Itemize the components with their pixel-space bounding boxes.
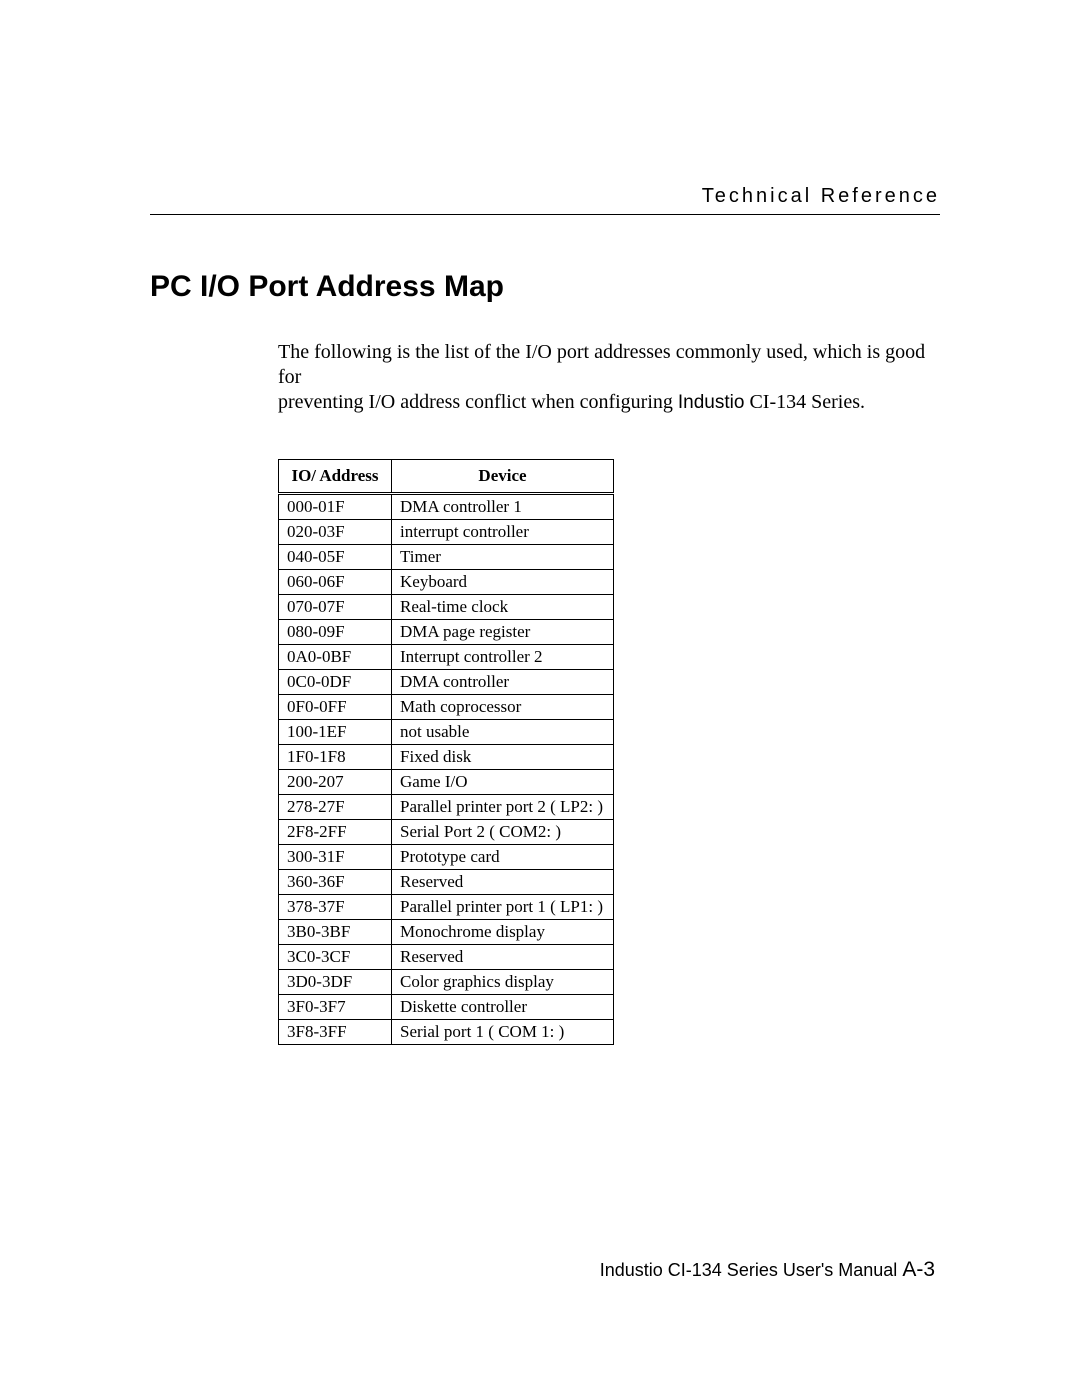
- col-device: Device: [392, 460, 614, 494]
- table-row: 000-01FDMA controller 1: [279, 494, 614, 520]
- cell-device: Keyboard: [392, 570, 614, 595]
- cell-device: Reserved: [392, 945, 614, 970]
- cell-address: 3F8-3FF: [279, 1020, 392, 1045]
- cell-device: Game I/O: [392, 770, 614, 795]
- header-section: Technical Reference: [150, 185, 940, 215]
- table-row: 278-27FParallel printer port 2 ( LP2: ): [279, 795, 614, 820]
- intro-industio: Industio: [678, 392, 745, 413]
- table-row: 0C0-0DFDMA controller: [279, 670, 614, 695]
- table-row: 3F0-3F7Diskette controller: [279, 995, 614, 1020]
- table-row: 0A0-0BFInterrupt controller 2: [279, 645, 614, 670]
- page: Technical Reference PC I/O Port Address …: [0, 0, 1080, 1397]
- cell-device: Math coprocessor: [392, 695, 614, 720]
- table-body: 000-01FDMA controller 1020-03Finterrupt …: [279, 494, 614, 1045]
- cell-address: 080-09F: [279, 620, 392, 645]
- cell-address: 100-1EF: [279, 720, 392, 745]
- cell-device: Diskette controller: [392, 995, 614, 1020]
- table-row: 2F8-2FFSerial Port 2 ( COM2: ): [279, 820, 614, 845]
- table-row: 3B0-3BFMonochrome display: [279, 920, 614, 945]
- intro-paragraph: The following is the list of the I/O por…: [278, 340, 940, 415]
- table-header-row: IO/ Address Device: [279, 460, 614, 494]
- cell-device: DMA controller: [392, 670, 614, 695]
- cell-address: 378-37F: [279, 895, 392, 920]
- cell-address: 070-07F: [279, 595, 392, 620]
- cell-device: DMA controller 1: [392, 494, 614, 520]
- cell-address: 2F8-2FF: [279, 820, 392, 845]
- io-address-table: IO/ Address Device 000-01FDMA controller…: [278, 459, 614, 1045]
- table-row: 040-05FTimer: [279, 545, 614, 570]
- cell-device: Prototype card: [392, 845, 614, 870]
- cell-device: Real-time clock: [392, 595, 614, 620]
- col-io-address: IO/ Address: [279, 460, 392, 494]
- cell-device: Color graphics display: [392, 970, 614, 995]
- cell-address: 0A0-0BF: [279, 645, 392, 670]
- cell-device: Parallel printer port 2 ( LP2: ): [392, 795, 614, 820]
- table-row: 080-09FDMA page register: [279, 620, 614, 645]
- page-title: PC I/O Port Address Map: [150, 270, 940, 304]
- table-row: 3F8-3FFSerial port 1 ( COM 1: ): [279, 1020, 614, 1045]
- table-row: 100-1EFnot usable: [279, 720, 614, 745]
- intro-line2b: CI-134 Series.: [744, 391, 865, 413]
- cell-device: Timer: [392, 545, 614, 570]
- cell-address: 278-27F: [279, 795, 392, 820]
- cell-device: not usable: [392, 720, 614, 745]
- cell-device: interrupt controller: [392, 520, 614, 545]
- cell-device: Serial Port 2 ( COM2: ): [392, 820, 614, 845]
- table-row: 060-06FKeyboard: [279, 570, 614, 595]
- cell-address: 040-05F: [279, 545, 392, 570]
- cell-address: 360-36F: [279, 870, 392, 895]
- cell-device: Parallel printer port 1 ( LP1: ): [392, 895, 614, 920]
- cell-address: 3B0-3BF: [279, 920, 392, 945]
- footer-page: A-3: [902, 1258, 935, 1281]
- cell-address: 020-03F: [279, 520, 392, 545]
- footer-text: Industio CI-134 Series User's Manual: [600, 1260, 903, 1280]
- cell-address: 1F0-1F8: [279, 745, 392, 770]
- cell-device: Fixed disk: [392, 745, 614, 770]
- cell-device: Monochrome display: [392, 920, 614, 945]
- cell-device: Serial port 1 ( COM 1: ): [392, 1020, 614, 1045]
- cell-device: Reserved: [392, 870, 614, 895]
- cell-address: 060-06F: [279, 570, 392, 595]
- table-row: 200-207Game I/O: [279, 770, 614, 795]
- table-row: 1F0-1F8Fixed disk: [279, 745, 614, 770]
- cell-address: 0F0-0FF: [279, 695, 392, 720]
- table-row: 3C0-3CFReserved: [279, 945, 614, 970]
- cell-address: 300-31F: [279, 845, 392, 870]
- table-row: 020-03Finterrupt controller: [279, 520, 614, 545]
- intro-line1: The following is the list of the I/O por…: [278, 341, 925, 388]
- cell-address: 000-01F: [279, 494, 392, 520]
- cell-device: DMA page register: [392, 620, 614, 645]
- cell-address: 3D0-3DF: [279, 970, 392, 995]
- footer: Industio CI-134 Series User's Manual A-3: [600, 1258, 935, 1282]
- table-row: 3D0-3DFColor graphics display: [279, 970, 614, 995]
- table-row: 070-07FReal-time clock: [279, 595, 614, 620]
- table-row: 300-31FPrototype card: [279, 845, 614, 870]
- table-row: 360-36FReserved: [279, 870, 614, 895]
- cell-address: 200-207: [279, 770, 392, 795]
- intro-line2a: preventing I/O address conflict when con…: [278, 391, 678, 413]
- table-row: 378-37FParallel printer port 1 ( LP1: ): [279, 895, 614, 920]
- cell-address: 3C0-3CF: [279, 945, 392, 970]
- table-row: 0F0-0FFMath coprocessor: [279, 695, 614, 720]
- cell-address: 0C0-0DF: [279, 670, 392, 695]
- cell-device: Interrupt controller 2: [392, 645, 614, 670]
- cell-address: 3F0-3F7: [279, 995, 392, 1020]
